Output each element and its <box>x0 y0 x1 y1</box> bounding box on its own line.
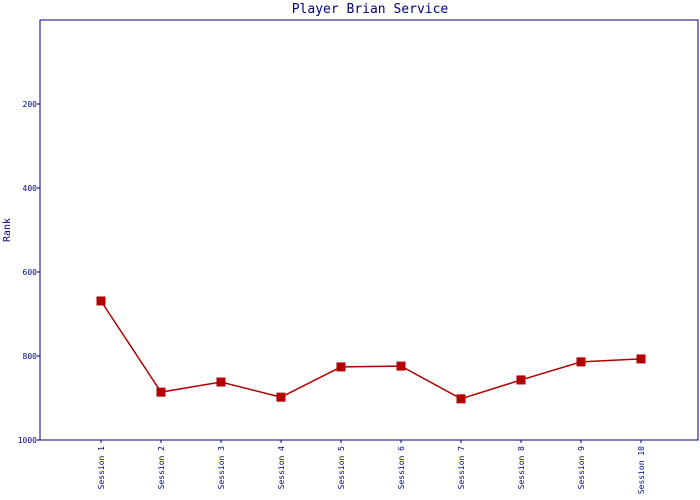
point <box>156 387 166 397</box>
x-tick-label: Session 4 <box>277 446 286 490</box>
point <box>96 296 106 306</box>
series-line <box>100 300 642 400</box>
y-tick-label: 400 <box>23 184 38 193</box>
x-tick-label: Session 1 <box>97 446 106 490</box>
plot-frame <box>39 19 699 441</box>
point <box>636 354 646 364</box>
y-axis-label: Rank <box>2 218 13 242</box>
x-tick-label: Session 6 <box>397 446 406 490</box>
y-tick-label: 1000 <box>18 436 37 445</box>
x-tick-label: Session 10 <box>637 446 646 494</box>
point <box>456 394 466 404</box>
point <box>336 362 346 372</box>
y-tick-label: 200 <box>23 100 38 109</box>
x-tick-label: Session 8 <box>517 446 526 490</box>
y-tick-label: 600 <box>23 268 38 277</box>
x-tick-label: Session 7 <box>457 446 466 490</box>
x-tick-label: Session 2 <box>157 446 166 490</box>
chart-title: Player Brian Service <box>292 2 449 17</box>
point <box>276 392 286 402</box>
x-tick-label: Session 5 <box>337 446 346 490</box>
point <box>216 377 226 387</box>
point <box>516 375 526 385</box>
point <box>396 361 406 371</box>
point <box>576 357 586 367</box>
x-tick-label: Session 9 <box>577 446 586 490</box>
x-tick-label: Session 3 <box>217 446 226 490</box>
y-tick-label: 800 <box>23 352 38 361</box>
